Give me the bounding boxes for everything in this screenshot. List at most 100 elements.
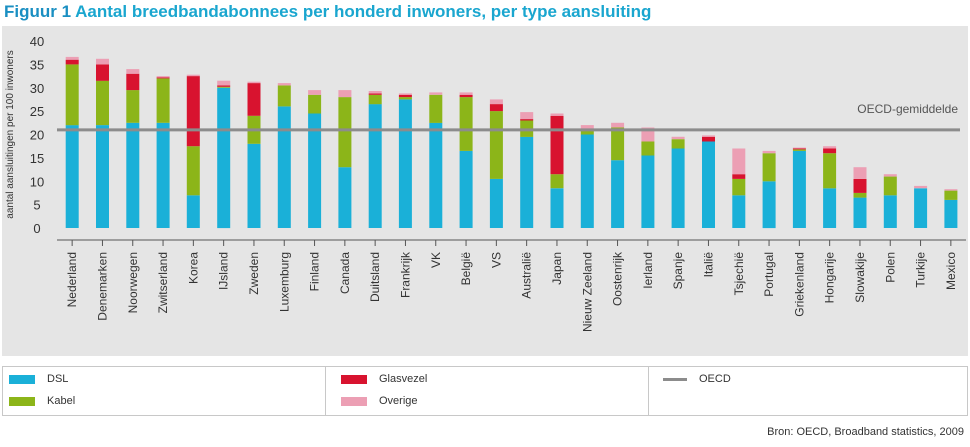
legend-label-kabel: Kabel <box>47 395 76 407</box>
bar-kabel <box>883 176 897 196</box>
bar-dsl <box>792 150 806 228</box>
bar-dsl <box>611 160 625 228</box>
bar-overige <box>338 90 352 98</box>
bar-overige <box>671 136 685 140</box>
bar-glasvezel <box>156 77 170 79</box>
legend-item-overige: Overige <box>341 395 418 407</box>
x-tick-label: Nederland <box>65 252 79 307</box>
bar-overige <box>823 146 837 149</box>
bar-dsl <box>247 143 261 228</box>
x-tick-label: Turkije <box>914 252 928 288</box>
bar-glasvezel <box>489 104 503 112</box>
bar-glasvezel <box>247 83 261 116</box>
x-tick-label: Portugal <box>762 252 776 297</box>
x-tick-label: Korea <box>186 252 200 284</box>
bar-dsl <box>429 122 443 228</box>
x-tick-label: Tsjechië <box>732 252 746 296</box>
bar-glasvezel <box>732 174 746 179</box>
bar-overige <box>398 93 412 95</box>
legend-divider <box>325 367 326 415</box>
bar-kabel <box>611 127 625 161</box>
legend-label-oecd: OECD <box>699 373 731 385</box>
bar-kabel <box>429 94 443 123</box>
bar-dsl <box>217 87 231 229</box>
bar-kabel <box>217 86 231 88</box>
bar-overige <box>914 185 928 189</box>
bar-overige <box>883 174 897 177</box>
bar-dsl <box>520 136 534 228</box>
x-tick-label: Noorwegen <box>126 252 140 313</box>
y-tick-label: 30 <box>30 81 44 96</box>
bar-kabel <box>308 94 322 114</box>
x-tick-label: Slowakije <box>853 252 867 303</box>
bar-overige <box>126 69 140 74</box>
bar-glasvezel <box>792 148 806 150</box>
legend-item-oecd: OECD <box>663 373 731 385</box>
bar-dsl <box>398 99 412 229</box>
bar-dsl <box>671 148 685 228</box>
bar-dsl <box>944 199 958 228</box>
legend: DSL Kabel Glasvezel Overige OECD <box>2 366 968 416</box>
x-tick-label: Zweden <box>247 252 261 295</box>
y-tick-label: 0 <box>33 221 40 236</box>
source-note: Bron: OECD, Broadband statistics, 2009 <box>767 426 964 438</box>
x-tick-label: VS <box>489 252 503 268</box>
bar-overige <box>217 80 231 86</box>
bar-overige <box>96 58 109 65</box>
bar-glasvezel <box>853 178 867 193</box>
bar-dsl <box>853 197 867 228</box>
legend-item-dsl: DSL <box>9 373 68 385</box>
bar-dsl <box>65 125 79 228</box>
bar-dsl <box>126 122 140 228</box>
y-tick-label: 5 <box>33 198 40 213</box>
x-tick-label: Nieuw Zeeland <box>580 252 594 332</box>
y-tick-label: 35 <box>30 57 44 72</box>
bar-dsl <box>156 122 170 228</box>
legend-swatch-overige <box>341 396 367 406</box>
bar-dsl <box>823 188 837 228</box>
bar-dsl <box>308 113 322 228</box>
legend-label-overige: Overige <box>379 395 418 407</box>
x-tick-label: Italië <box>701 252 715 278</box>
y-tick-label: 40 <box>30 34 44 49</box>
bar-kabel <box>580 129 594 135</box>
bar-overige <box>186 74 200 77</box>
bar-dsl <box>459 150 473 228</box>
bar-kabel <box>671 139 685 149</box>
bar-overige <box>308 90 322 95</box>
legend-swatch-glasvezel <box>341 374 367 384</box>
bar-glasvezel <box>65 59 79 65</box>
bar-glasvezel <box>186 76 200 147</box>
legend-swatch-dsl <box>9 374 35 384</box>
bar-dsl <box>580 134 594 228</box>
bar-kabel <box>853 192 867 198</box>
bar-dsl <box>762 181 776 229</box>
bar-overige <box>156 76 170 78</box>
bar-glasvezel <box>520 119 534 121</box>
y-tick-label: 20 <box>30 128 44 143</box>
bar-overige <box>247 81 261 84</box>
bar-glasvezel <box>96 64 109 81</box>
legend-swatch-kabel <box>9 396 35 406</box>
bar-kabel <box>398 97 412 100</box>
bar-overige <box>732 148 746 175</box>
bar-overige <box>459 92 473 95</box>
bar-overige <box>702 135 715 137</box>
x-tick-label: Frankrijk <box>398 251 412 298</box>
stacked-bar-chart: aantal aansluitingen per 100 inwoners 0 5 1… <box>5 34 966 332</box>
bar-dsl <box>550 188 564 228</box>
bar-overige <box>368 91 382 94</box>
legend-item-kabel: Kabel <box>9 395 75 407</box>
bar-kabel <box>186 146 200 196</box>
x-tick-label: Polen <box>883 252 897 283</box>
y-tick-label: 10 <box>30 174 44 189</box>
bar-kabel <box>823 153 837 189</box>
y-tick-label: 25 <box>30 104 44 119</box>
x-tick-label: Canada <box>338 252 352 294</box>
bar-dsl <box>732 195 746 228</box>
legend-item-glasvezel: Glasvezel <box>341 373 427 385</box>
bar-overige <box>580 125 594 130</box>
x-tick-label: IJsland <box>217 252 231 290</box>
x-tick-label: België <box>459 252 473 286</box>
y-tick-label: 15 <box>30 151 44 166</box>
